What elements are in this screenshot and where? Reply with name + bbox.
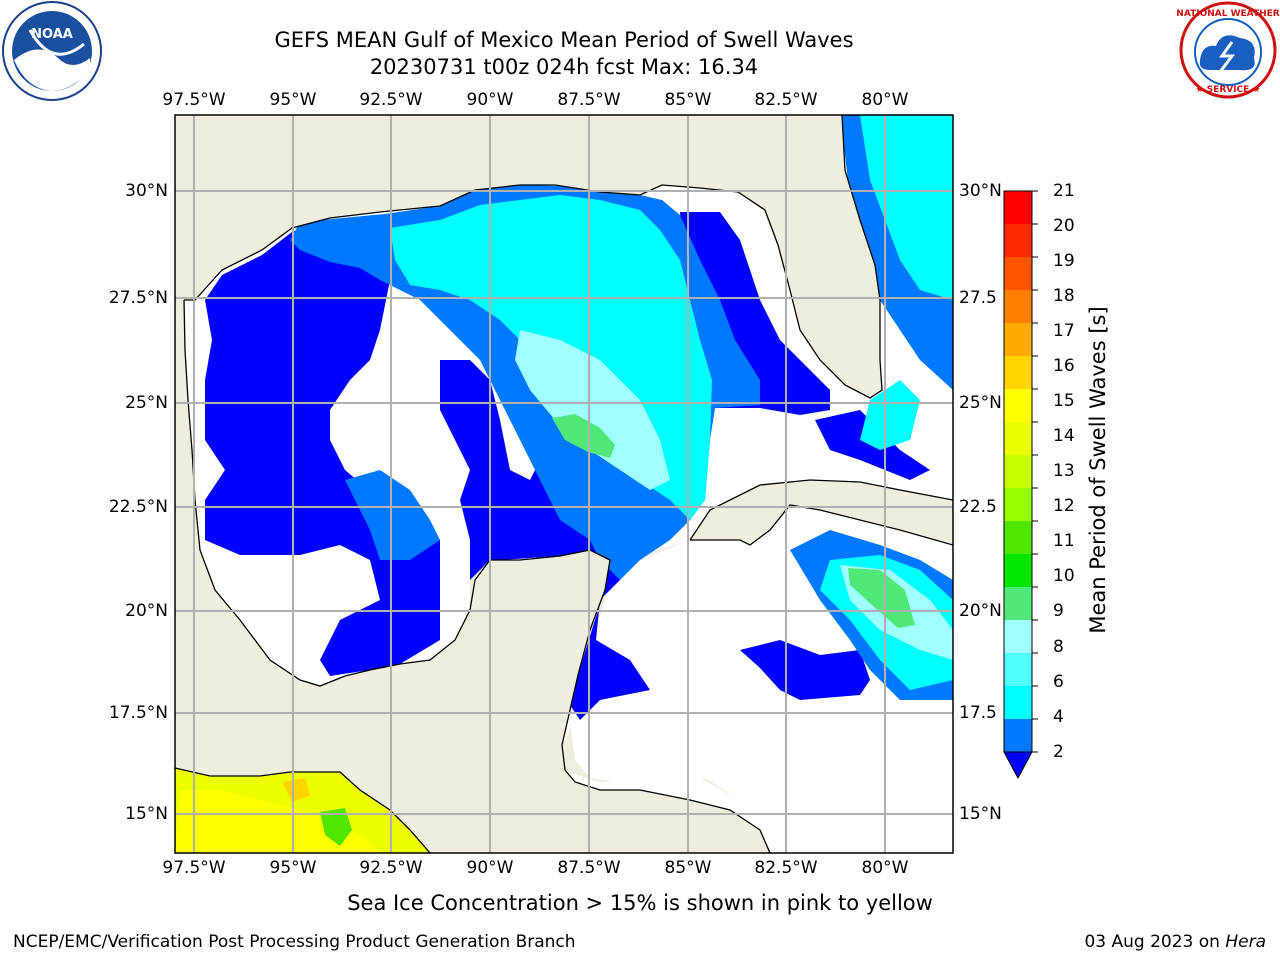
lat-label-right: 27.5: [959, 288, 997, 308]
lon-label-top: 97.5°W: [162, 90, 226, 110]
lat-label-left: 20°N: [125, 601, 168, 621]
machine-name: Hera: [1225, 932, 1266, 952]
lat-label-right: 22.5: [959, 497, 997, 517]
colorbar-tick: 4: [1053, 707, 1064, 727]
colorbar-tick: 20: [1053, 216, 1075, 236]
colorbar-tick: 10: [1053, 566, 1075, 586]
colorbar-segment: [1004, 620, 1032, 654]
colorbar-tick: 19: [1053, 251, 1075, 271]
swell-9-10s: [552, 414, 615, 458]
colorbar-segment: [1004, 257, 1032, 291]
lat-label-left: 22.5°N: [108, 497, 168, 517]
colorbar-tick: 17: [1053, 321, 1075, 341]
colorbar-segment: [1004, 356, 1032, 390]
lon-label-bottom: 80°W: [861, 858, 909, 878]
florida: [760, 115, 882, 398]
lon-label-top: 90°W: [466, 90, 514, 110]
date-text: 03 Aug 2023 on: [1084, 932, 1220, 952]
map-frame: [174, 114, 954, 854]
svg-text:★ SERVICE ★: ★ SERVICE ★: [1195, 85, 1260, 95]
colorbar-tick: 12: [1053, 496, 1075, 516]
colorbar-frame: [1003, 190, 1033, 753]
lat-label-left: 30°N: [125, 181, 168, 201]
lat-label-right: 20°N: [959, 601, 1002, 621]
noaa-logo: NOAA: [2, 1, 102, 101]
colorbar-tick: 18: [1053, 286, 1075, 306]
colorbar-segment: [1004, 587, 1032, 621]
date-stamp: 03 Aug 2023 on Hera: [1084, 932, 1266, 952]
plot-title: GEFS MEAN Gulf of Mexico Mean Period of …: [274, 28, 854, 52]
colorbar-tick: 9: [1053, 601, 1064, 621]
lon-label-top: 95°W: [269, 90, 317, 110]
colorbar-tick: 13: [1053, 461, 1075, 481]
lon-label-bottom: 92.5°W: [359, 858, 423, 878]
lat-label-left: 15°N: [125, 804, 168, 824]
colorbar-tick: 14: [1053, 426, 1075, 446]
lon-label-top: 87.5°W: [557, 90, 621, 110]
lat-label-right: 17.5: [959, 703, 997, 723]
colorbar-segment: [1004, 389, 1032, 423]
colorbar-segment: [1004, 455, 1032, 489]
colorbar-tick: 11: [1053, 531, 1075, 551]
lat-label-right: 15°N: [959, 804, 1002, 824]
colorbar-tick: 2: [1053, 742, 1064, 762]
colorbar-segment: [1004, 653, 1032, 687]
cuba: [690, 480, 953, 545]
lat-label-left: 17.5°N: [108, 703, 168, 723]
colorbar: [1003, 190, 1038, 780]
lon-label-top: 85°W: [664, 90, 712, 110]
colorbar-segment: [1004, 191, 1032, 225]
colorbar-tick: 15: [1053, 391, 1075, 411]
swell-2-4s-center: [440, 360, 650, 720]
colorbar-tick: 21: [1053, 181, 1075, 201]
lat-label-right: 30°N: [959, 181, 1002, 201]
lat-label-left: 27.5°N: [108, 288, 168, 308]
colorbar-segment: [1004, 290, 1032, 324]
gridlines: [175, 115, 953, 853]
colorbar-tick: 16: [1053, 356, 1075, 376]
colorbar-segment: [1004, 554, 1032, 588]
lon-label-bottom: 97.5°W: [162, 858, 226, 878]
map-area: [175, 115, 953, 853]
lon-label-bottom: 87.5°W: [557, 858, 621, 878]
sea-ice-note: Sea Ice Concentration > 15% is shown in …: [347, 891, 933, 915]
lon-label-top: 80°W: [861, 90, 909, 110]
lon-label-top: 82.5°W: [754, 90, 818, 110]
colorbar-segment: [1004, 422, 1032, 456]
colorbar-extend-triangle: [1003, 751, 1033, 780]
plot-subtitle: 20230731 t00z 024h fcst Max: 16.34: [369, 55, 759, 79]
nws-logo: NATIONAL WEATHER ★ SERVICE ★: [1176, 1, 1280, 99]
lat-label-left: 25°N: [125, 393, 168, 413]
lon-label-bottom: 85°W: [664, 858, 712, 878]
credit-text: NCEP/EMC/Verification Post Processing Pr…: [13, 932, 576, 952]
svg-text:NATIONAL WEATHER: NATIONAL WEATHER: [1176, 9, 1279, 19]
lon-label-bottom: 95°W: [269, 858, 317, 878]
yucatan: [300, 550, 770, 853]
colorbar-segment: [1004, 521, 1032, 555]
colorbar-segment: [1004, 224, 1032, 258]
swell-2-4s-west: [205, 215, 440, 676]
colorbar-segment: [1004, 323, 1032, 357]
lat-label-right: 25°N: [959, 393, 1002, 413]
colorbar-label: Mean Period of Swell Waves [s]: [1086, 306, 1110, 634]
colorbar-segment: [1004, 686, 1032, 720]
lon-label-bottom: 82.5°W: [754, 858, 818, 878]
svg-text:NOAA: NOAA: [31, 27, 73, 42]
lon-label-bottom: 90°W: [466, 858, 514, 878]
colorbar-segment: [1004, 719, 1032, 753]
colorbar-segment: [1004, 488, 1032, 522]
lon-label-top: 92.5°W: [359, 90, 423, 110]
colorbar-tick: 6: [1053, 672, 1064, 692]
colorbar-tick: 8: [1053, 637, 1064, 657]
